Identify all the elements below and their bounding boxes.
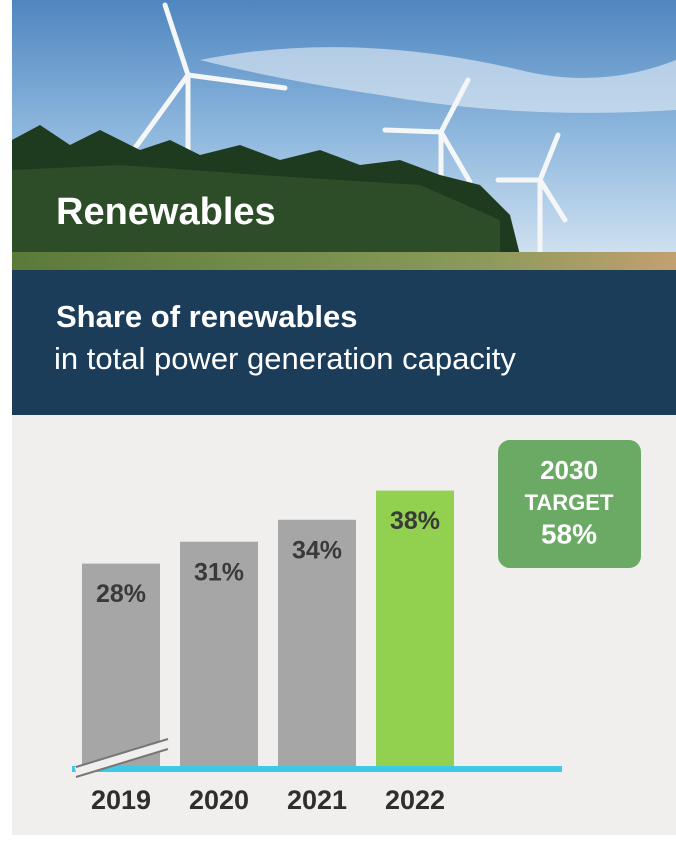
chart-title: Renewables [56, 191, 276, 233]
chart: Renewables Share of renewables in total … [0, 0, 676, 849]
baseline [72, 766, 562, 772]
x-tick-label: 2019 [91, 785, 151, 815]
x-tick-label: 2021 [287, 785, 347, 815]
target-value: 58% [541, 518, 597, 549]
value-label: 34% [292, 536, 342, 564]
subtitle: in total power generation capacity [54, 341, 516, 376]
value-label: 28% [96, 580, 146, 608]
value-label: 31% [194, 558, 244, 586]
page: Renewables Share of renewables in total … [0, 0, 676, 849]
subtitle-bold: Share of renewables [56, 299, 358, 334]
x-tick-label: 2022 [385, 785, 445, 815]
x-tick-label: 2020 [189, 785, 249, 815]
target-label: TARGET [525, 490, 614, 515]
target-year: 2030 [540, 455, 598, 485]
value-label: 38% [390, 507, 440, 535]
